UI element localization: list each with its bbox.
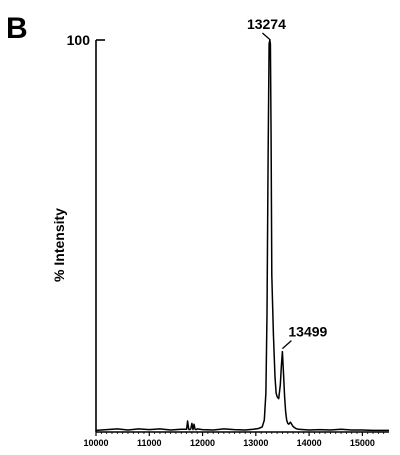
- peak-label: 13499: [288, 324, 327, 340]
- x-tick-label: 13000: [243, 438, 268, 448]
- y-tick-label: 100: [67, 32, 91, 48]
- spectrum-series-line: [95, 39, 389, 432]
- peak-label: 13274: [247, 16, 286, 32]
- annotations: 13274 13499: [247, 16, 328, 350]
- y-axis: 100: [67, 32, 105, 432]
- x-tick-label: 11000: [137, 438, 162, 448]
- x-tick-label: 10000: [83, 438, 108, 448]
- x-tick-label: 15000: [350, 438, 375, 448]
- y-axis-label: % Intensity: [51, 208, 67, 282]
- panel-label: B: [6, 12, 28, 45]
- peak-leader-line: [281, 340, 292, 350]
- series-group: [95, 39, 389, 432]
- x-tick-label: 12000: [190, 438, 215, 448]
- x-axis: 10000 11000 12000 13000 14000 15000: [83, 431, 389, 448]
- peak-leader-line: [261, 32, 271, 41]
- x-tick-label: 14000: [297, 438, 322, 448]
